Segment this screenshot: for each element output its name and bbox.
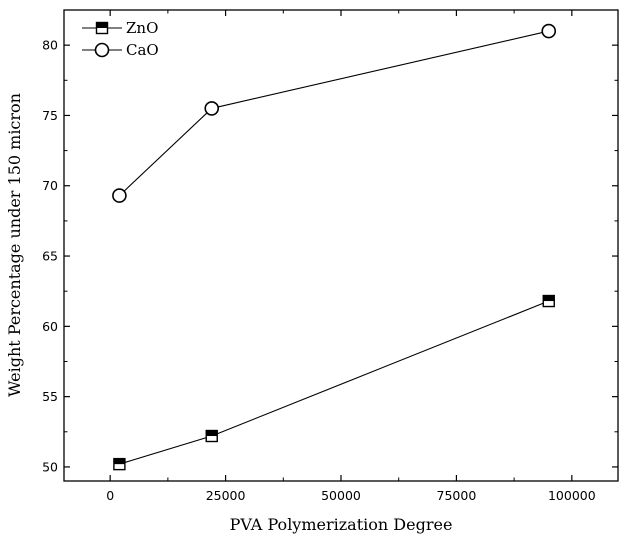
series-layer [112, 23, 557, 471]
data-point-ZnO [542, 294, 555, 308]
x-tick-label: 50000 [321, 488, 361, 503]
data-point-CaO [541, 23, 557, 39]
y-tick-label: 60 [42, 319, 58, 334]
data-point-CaO [112, 188, 127, 203]
y-tick-label: 50 [42, 459, 58, 474]
x-axis-title: PVA Polymerization Degree [230, 515, 453, 534]
y-tick-label: 80 [42, 38, 58, 53]
y-tick-label: 55 [42, 389, 58, 404]
data-point-ZnO-fill-black [543, 295, 555, 302]
data-point-ZnO [205, 429, 218, 443]
legend-marker-CaO [94, 42, 110, 58]
x-tick-label: 0 [106, 488, 114, 503]
tick-labels: 50 55 60 65 70 75 80 0 25000 50000 75000 100000 [42, 38, 596, 503]
legend-marker-ZnO-fill-black [96, 22, 108, 28]
series-line-ZnO [119, 300, 549, 465]
y-tick-label: 70 [42, 178, 58, 193]
series-line-CaO [119, 30, 549, 196]
y-axis-title: Weight Percentage under 150 micron [5, 93, 24, 397]
data-point-ZnO [113, 457, 126, 471]
data-point-ZnO-fill-black [113, 458, 125, 465]
axis-ticks [64, 10, 618, 481]
legend-label-CaO: CaO [126, 41, 159, 59]
legend-label-ZnO: ZnO [126, 19, 158, 37]
plot-frame [63, 9, 619, 482]
x-tick-label: 25000 [206, 488, 246, 503]
x-tick-label: 75000 [437, 488, 477, 503]
x-tick-label: 100000 [548, 488, 596, 503]
y-tick-label: 65 [42, 249, 58, 264]
legend: ZnO CaO [82, 19, 159, 59]
data-point-CaO [204, 101, 220, 116]
legend-marker-ZnO [95, 21, 109, 35]
y-tick-label: 75 [42, 108, 58, 123]
data-point-ZnO-fill-black [206, 430, 218, 437]
